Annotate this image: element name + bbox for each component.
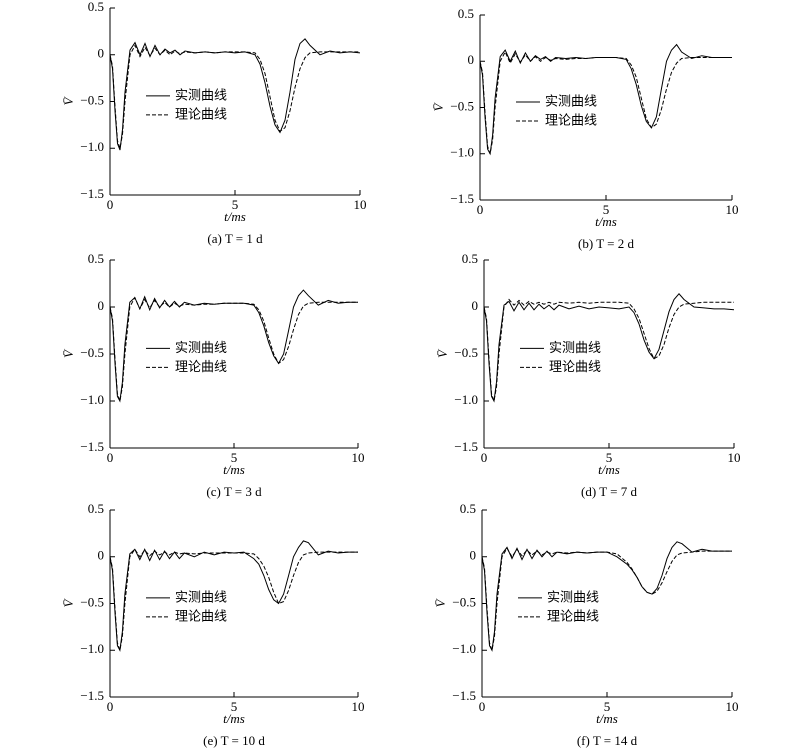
y-tick-label: 0 bbox=[98, 298, 105, 313]
y-tick-label: −1.0 bbox=[454, 392, 478, 407]
x-axis-label: t/ms bbox=[224, 209, 246, 224]
y-axis-label: V̄ bbox=[61, 348, 76, 358]
caption: (c) T = 3 d bbox=[206, 484, 262, 499]
y-tick-label: −1.0 bbox=[452, 641, 476, 656]
series-line bbox=[109, 44, 360, 149]
series-line bbox=[109, 548, 358, 651]
series-line bbox=[109, 540, 358, 652]
y-tick-label: 0.5 bbox=[460, 501, 476, 516]
x-tick-label: 5 bbox=[231, 699, 238, 714]
series-line bbox=[481, 541, 732, 652]
x-tick-label: 5 bbox=[606, 450, 613, 465]
caption: (b) T = 2 d bbox=[578, 236, 634, 251]
y-tick-label: −0.5 bbox=[80, 594, 104, 609]
y-axis-label: V̄ bbox=[431, 101, 446, 111]
legend-label: 实测曲线 bbox=[175, 590, 227, 605]
x-tick-label: 10 bbox=[726, 202, 739, 217]
x-tick-label: 5 bbox=[603, 202, 610, 217]
x-tick-label: 0 bbox=[477, 202, 484, 217]
y-tick-label: −1.5 bbox=[452, 688, 476, 703]
x-axis-label: t/ms bbox=[598, 462, 620, 477]
legend-label: 理论曲线 bbox=[545, 113, 597, 128]
legend-label: 实测曲线 bbox=[175, 88, 227, 103]
y-tick-label: 0 bbox=[472, 298, 479, 313]
x-tick-label: 10 bbox=[352, 450, 365, 465]
x-tick-label: 10 bbox=[726, 699, 739, 714]
legend-label: 实测曲线 bbox=[175, 341, 227, 356]
legend-label: 理论曲线 bbox=[547, 609, 599, 624]
x-tick-label: 5 bbox=[231, 450, 238, 465]
x-axis-label: t/ms bbox=[595, 214, 617, 229]
y-tick-label: 0.5 bbox=[88, 501, 104, 516]
y-tick-label: 0 bbox=[468, 52, 475, 67]
x-tick-label: 0 bbox=[479, 699, 486, 714]
legend-label: 理论曲线 bbox=[549, 360, 601, 375]
x-tick-label: 0 bbox=[107, 197, 114, 212]
legend-label: 实测曲线 bbox=[549, 341, 601, 356]
y-axis-label: V̄ bbox=[61, 95, 76, 105]
y-axis-label: V̄ bbox=[433, 597, 448, 607]
y-axis-label: V̄ bbox=[61, 597, 76, 607]
x-tick-label: 5 bbox=[232, 197, 239, 212]
legend-label: 理论曲线 bbox=[175, 107, 227, 122]
x-axis-label: t/ms bbox=[223, 711, 245, 726]
legend-label: 理论曲线 bbox=[175, 609, 227, 624]
series-line bbox=[109, 289, 358, 403]
x-tick-label: 0 bbox=[107, 450, 114, 465]
x-tick-label: 0 bbox=[481, 450, 488, 465]
y-tick-label: −1.0 bbox=[450, 145, 474, 160]
y-axis-label: V̄ bbox=[435, 348, 450, 358]
y-tick-label: −1.5 bbox=[80, 688, 104, 703]
x-tick-label: 5 bbox=[604, 699, 611, 714]
caption: (d) T = 7 d bbox=[581, 484, 637, 499]
y-tick-label: −1.0 bbox=[80, 139, 104, 154]
x-axis-label: t/ms bbox=[223, 462, 245, 477]
y-tick-label: 0.5 bbox=[88, 0, 104, 14]
series-line bbox=[109, 296, 358, 402]
x-tick-label: 10 bbox=[352, 699, 365, 714]
legend-label: 实测曲线 bbox=[547, 590, 599, 605]
y-tick-label: −0.5 bbox=[452, 594, 476, 609]
y-tick-label: 0.5 bbox=[462, 251, 478, 266]
caption: (f) T = 14 d bbox=[577, 733, 638, 748]
caption: (a) T = 1 d bbox=[207, 231, 263, 246]
series-line bbox=[483, 298, 734, 402]
series-line bbox=[479, 43, 732, 156]
x-tick-label: 0 bbox=[107, 699, 114, 714]
legend-label: 实测曲线 bbox=[545, 94, 597, 109]
x-axis-label: t/ms bbox=[596, 711, 618, 726]
y-tick-label: 0 bbox=[98, 46, 105, 61]
y-tick-label: 0.5 bbox=[458, 6, 474, 21]
y-tick-label: −0.5 bbox=[450, 98, 474, 113]
y-tick-label: −1.5 bbox=[454, 439, 478, 454]
y-tick-label: −1.0 bbox=[80, 641, 104, 656]
y-tick-label: 0 bbox=[98, 548, 105, 563]
y-tick-label: −1.5 bbox=[80, 439, 104, 454]
series-line bbox=[109, 38, 361, 151]
series-line bbox=[479, 50, 732, 154]
y-tick-label: 0.5 bbox=[88, 251, 104, 266]
y-tick-label: −1.5 bbox=[450, 191, 474, 206]
y-tick-label: −0.5 bbox=[80, 345, 104, 360]
y-tick-label: 0 bbox=[470, 548, 477, 563]
x-tick-label: 10 bbox=[728, 450, 741, 465]
series-line bbox=[483, 293, 735, 403]
caption: (e) T = 10 d bbox=[203, 733, 265, 748]
y-tick-label: −0.5 bbox=[80, 92, 104, 107]
x-tick-label: 10 bbox=[354, 197, 367, 212]
legend-label: 理论曲线 bbox=[175, 360, 227, 375]
y-tick-label: −1.0 bbox=[80, 392, 104, 407]
y-tick-label: −1.5 bbox=[80, 186, 104, 201]
series-line bbox=[481, 547, 732, 651]
y-tick-label: −0.5 bbox=[454, 345, 478, 360]
